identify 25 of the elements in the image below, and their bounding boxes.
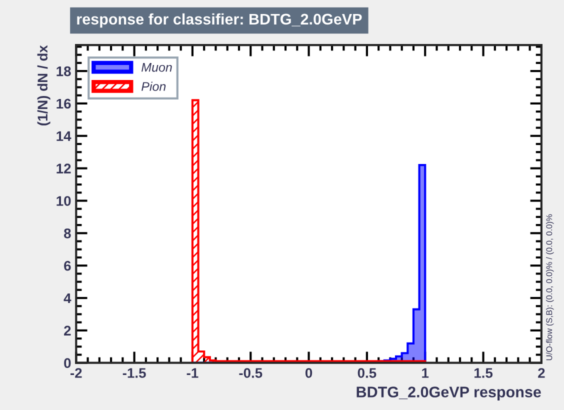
- y-tick-label: 16: [56, 98, 71, 109]
- y-tick-label: 12: [56, 164, 71, 174]
- legend-label: Muon: [142, 63, 172, 72]
- y-tick-label: 14: [56, 131, 72, 141]
- x-tick-label: 1.5: [474, 368, 493, 378]
- x-tick-label: -1: [186, 368, 198, 378]
- x-tick-label: -1.5: [122, 368, 146, 378]
- text: U/O-flow (S,B): (0.0, 0.0)% / (0.0, 0.0)%: [546, 214, 554, 360]
- x-tick-label: 2: [538, 368, 545, 378]
- y-tick-label: 2: [64, 326, 71, 336]
- x-tick-label: 0.5: [358, 368, 376, 378]
- y-tick-label: 10: [56, 196, 71, 206]
- y-axis-title: (1/N) dN / dx: [37, 45, 50, 126]
- x-tick-label: 1: [422, 368, 429, 378]
- y-tick-label: 4: [64, 293, 72, 304]
- y-tick-label: 6: [64, 260, 71, 271]
- x-axis-title: BDTG_2.0GeVP response: [356, 386, 541, 400]
- y-tick-label: 0: [64, 358, 71, 368]
- legend-label: Pion: [142, 82, 166, 91]
- x-tick-label: -2: [70, 368, 82, 378]
- chart-title: response for classifier: BDTG_2.0GeVP: [77, 13, 362, 28]
- y-tick-label: 18: [56, 66, 71, 76]
- x-tick-label: 0: [305, 368, 312, 378]
- x-tick-label: -0.5: [239, 368, 262, 378]
- y-tick-label: 8: [64, 228, 71, 238]
